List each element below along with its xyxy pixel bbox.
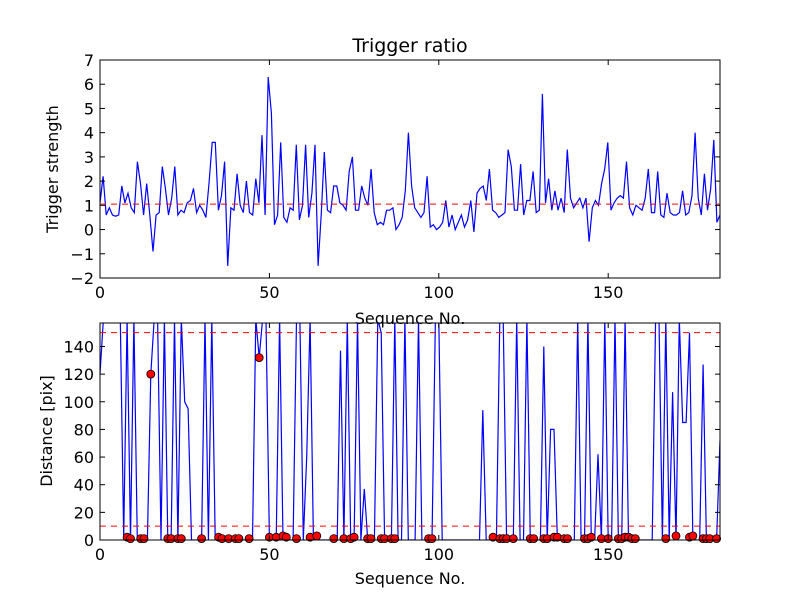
y-tick-label: 0 (84, 221, 94, 240)
detection-marker (349, 532, 359, 542)
detection-marker (661, 534, 671, 543)
detection-marker (146, 369, 156, 379)
detection-marker (254, 353, 264, 363)
detection-marker (197, 534, 207, 543)
x-tick-label: 0 (95, 283, 105, 302)
detection-marker (508, 534, 518, 543)
detection-marker (126, 534, 135, 543)
detection-marker (292, 534, 301, 543)
y-tick-label: 3 (84, 148, 94, 167)
y-tick-label: 120 (63, 365, 94, 384)
top-x-axis-label: Sequence No. (355, 309, 466, 328)
detection-marker (390, 534, 400, 543)
detection-marker (281, 532, 291, 542)
y-tick-label: 1 (84, 196, 94, 215)
detection-marker (312, 531, 322, 541)
x-tick-label: 50 (259, 545, 279, 564)
x-tick-label: 50 (259, 283, 279, 302)
detection-marker (366, 534, 376, 543)
y-tick-label: 4 (84, 124, 94, 143)
y-tick-label: 40 (74, 476, 94, 495)
y-tick-label: 20 (74, 503, 94, 522)
detection-marker (234, 534, 244, 543)
x-tick-label: 100 (424, 545, 455, 564)
trigger-ratio-axes: Trigger ratio Sequence No. Trigger stren… (43, 35, 721, 328)
y-tick-label: −1 (70, 245, 94, 264)
x-tick-label: 150 (593, 545, 624, 564)
y-tick-label: 100 (63, 393, 94, 412)
detection-marker (671, 531, 681, 541)
detection-marker (176, 534, 186, 543)
y-tick-label: 80 (74, 420, 94, 439)
top-axes-frame (99, 59, 721, 279)
y-tick-label: −2 (70, 269, 94, 288)
y-tick-label: 140 (63, 337, 94, 356)
detection-marker (586, 532, 596, 542)
distance-plot-area (100, 323, 721, 543)
chart-title: Trigger ratio (351, 35, 467, 57)
bottom-x-axis-label: Sequence No. (355, 569, 466, 588)
y-tick-label: 7 (84, 51, 94, 70)
distance-axes: Sequence No. Distance [pix] 0 50 100 150 0 20… (37, 322, 721, 588)
bottom-y-axis-label: Distance [pix] (37, 375, 56, 487)
detection-marker (139, 534, 149, 543)
trigger-strength-line (100, 76, 720, 266)
x-tick-label: 0 (95, 545, 105, 564)
y-tick-label: 5 (84, 99, 94, 118)
detection-marker (712, 534, 721, 543)
detection-marker (244, 534, 254, 543)
distance-ticks: 0 50 100 150 0 20 40 60 80 100 120 140 (63, 323, 720, 564)
y-tick-label: 60 (74, 448, 94, 467)
y-tick-label: 0 (84, 531, 94, 550)
detection-marker (529, 534, 539, 543)
x-tick-label: 150 (593, 283, 624, 302)
x-tick-label: 100 (424, 283, 455, 302)
top-y-axis-label: Trigger strength (43, 105, 62, 234)
bottom-axes-frame (99, 322, 721, 541)
y-tick-label: 2 (84, 172, 94, 191)
detection-marker (688, 531, 698, 541)
detection-marker (427, 534, 437, 543)
detection-marker (630, 534, 640, 543)
trigger-ratio-plot-area (100, 76, 720, 266)
detection-marker (563, 534, 572, 543)
y-tick-label: 6 (84, 75, 94, 94)
detection-marker (329, 534, 339, 543)
distance-line (100, 323, 720, 540)
